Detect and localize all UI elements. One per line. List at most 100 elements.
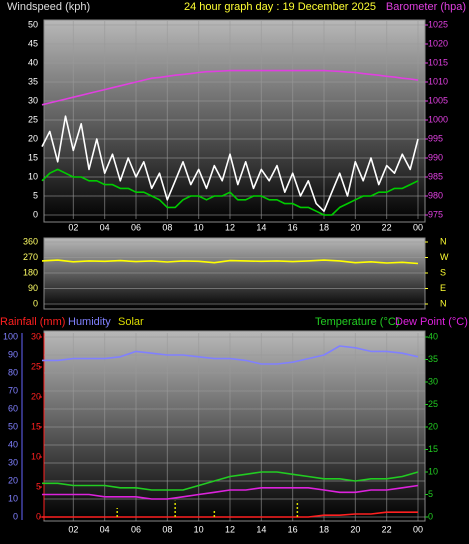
y-tick-label: 60 (8, 403, 18, 413)
x-tick-label: 22 (382, 222, 392, 232)
x-tick-label: 06 (131, 524, 141, 534)
y2-tick-label: 975 (428, 209, 443, 219)
y3-tick-label: 20 (31, 391, 41, 401)
x-tick-label: 16 (288, 222, 298, 232)
series-line (41, 115, 419, 212)
y2-tick-label: W (440, 252, 449, 262)
y2-tick-label: 15 (428, 444, 438, 454)
y-tick-label: 180 (23, 267, 38, 277)
y2-tick-label: 1020 (428, 38, 448, 48)
x-tick-label: 08 (162, 222, 172, 232)
y-tick-label: 20 (8, 475, 18, 485)
y-tick-label: 30 (8, 457, 18, 467)
y2-tick-label: 0 (428, 511, 433, 521)
series-line (42, 511, 418, 518)
x-tick-label: 04 (100, 222, 110, 232)
y-tick-label: 70 (8, 385, 18, 395)
wind-label: Windspeed (kph) (7, 1, 90, 13)
y2-tick-label: 1025 (428, 19, 448, 29)
series-line (41, 168, 419, 216)
y-tick-label: 40 (8, 439, 18, 449)
y2-tick-label: 5 (428, 489, 433, 499)
series-line (41, 69, 419, 106)
x-tick-label: 20 (350, 524, 360, 534)
legend-entry: Dew Point (°C) (395, 316, 468, 328)
x-tick-label: 14 (256, 222, 266, 232)
y2-tick-label: 980 (428, 190, 443, 200)
y-tick-label: 50 (28, 19, 38, 29)
x-tick-label: 12 (225, 222, 235, 232)
x-tick-label: 14 (256, 524, 266, 534)
x-tick-label: 18 (319, 222, 329, 232)
legend-entry: Humidity (68, 316, 111, 328)
y2-tick-label: 1010 (428, 76, 448, 86)
y2-tick-label: 985 (428, 171, 443, 181)
y2-tick-label: 990 (428, 152, 443, 162)
legend-entry: Solar (118, 316, 144, 328)
y-tick-label: 0 (33, 209, 38, 219)
y3-tick-label: 25 (31, 361, 41, 371)
chart-title: 24 hour graph day : 19 December 2025 (184, 1, 376, 13)
y2-tick-label: 35 (428, 354, 438, 364)
y-tick-label: 360 (23, 236, 38, 246)
y-tick-label: 90 (8, 349, 18, 359)
series-line (42, 471, 419, 491)
y2-tick-label: 10 (428, 466, 438, 476)
y-tick-label: 90 (28, 283, 38, 293)
x-tick-label: 10 (194, 222, 204, 232)
y2-tick-label: 1005 (428, 95, 448, 105)
y2-tick-label: 1000 (428, 114, 448, 124)
y2-tick-label: N (440, 236, 447, 246)
y2-tick-label: 1015 (428, 57, 448, 67)
x-tick-label: 00 (413, 524, 423, 534)
y-tick-label: 10 (8, 493, 18, 503)
x-tick-label: 20 (350, 222, 360, 232)
x-tick-label: 10 (194, 524, 204, 534)
x-tick-label: 06 (131, 222, 141, 232)
y2-tick-label: 40 (428, 331, 438, 341)
y2-tick-label: 995 (428, 133, 443, 143)
y-tick-label: 30 (28, 95, 38, 105)
y-tick-label: 270 (23, 252, 38, 262)
y2-tick-label: N (440, 298, 447, 308)
y2-tick-label: 30 (428, 376, 438, 386)
y2-tick-label: S (440, 267, 446, 277)
x-tick-label: 22 (382, 524, 392, 534)
y2-tick-label: 20 (428, 421, 438, 431)
y-tick-label: 25 (28, 114, 38, 124)
y-tick-label: 0 (13, 511, 18, 521)
wind-panel (43, 19, 426, 223)
y-tick-label: 100 (3, 331, 18, 341)
barometer-label: Barometer (hpa) (386, 1, 466, 13)
y3-tick-label: 15 (31, 421, 41, 431)
y-tick-label: 20 (28, 133, 38, 143)
y-tick-label: 50 (8, 421, 18, 431)
x-tick-label: 02 (68, 524, 78, 534)
y2-tick-label: 25 (428, 399, 438, 409)
y3-tick-label: 5 (36, 481, 41, 491)
series-line (42, 345, 419, 365)
x-tick-label: 16 (288, 524, 298, 534)
x-tick-label: 08 (162, 524, 172, 534)
x-tick-label: 04 (100, 524, 110, 534)
series-line (42, 484, 419, 500)
y-tick-label: 45 (28, 38, 38, 48)
y-tick-label: 35 (28, 76, 38, 86)
y-tick-label: 0 (33, 298, 38, 308)
y2-tick-label: E (440, 283, 446, 293)
y3-tick-label: 10 (31, 451, 41, 461)
series-line (41, 259, 419, 265)
y-tick-label: 80 (8, 367, 18, 377)
x-tick-label: 02 (68, 222, 78, 232)
x-tick-label: 00 (413, 222, 423, 232)
legend-entry: Temperature (°C) (315, 316, 399, 328)
legend-entry: Rainfall (mm) (0, 316, 65, 328)
y3-tick-label: 0 (36, 511, 41, 521)
x-tick-label: 12 (225, 524, 235, 534)
y3-tick-label: 30 (31, 331, 41, 341)
y-tick-label: 15 (28, 152, 38, 162)
x-tick-label: 18 (319, 524, 329, 534)
y-tick-label: 5 (33, 190, 38, 200)
y-tick-label: 40 (28, 57, 38, 67)
